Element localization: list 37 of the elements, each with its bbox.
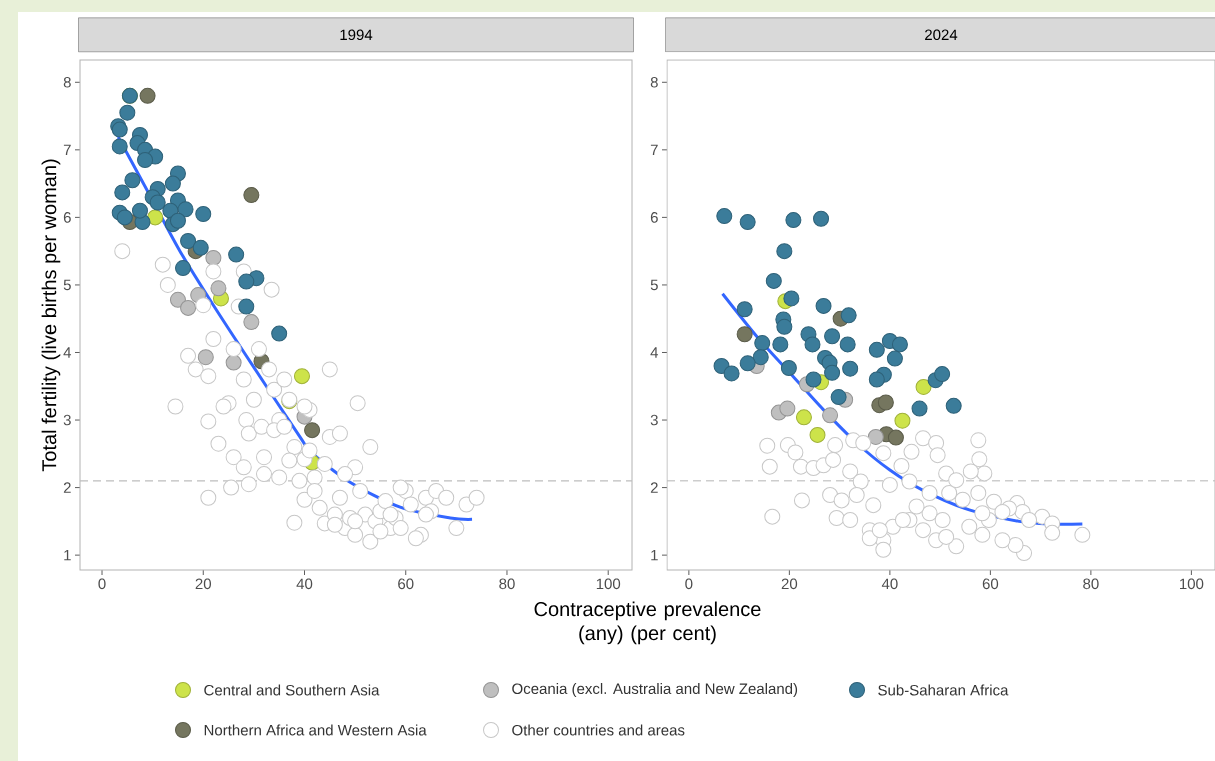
x-tick-label: 40 — [296, 578, 313, 590]
x-tick-label: 80 — [1083, 578, 1099, 590]
x-tick-label: 20 — [781, 578, 798, 590]
y-axis-title: Total fertility (live births per woman) — [41, 159, 61, 472]
legend-label: Sub-Saharan Africa — [878, 684, 1009, 696]
x-tick-label: 100 — [1180, 578, 1204, 590]
x-tick-label: 20 — [195, 578, 212, 590]
y-tick-label: 8 — [63, 76, 71, 88]
y-tick-label: 2 — [63, 482, 71, 493]
y-tick-label: 6 — [650, 212, 658, 223]
y-tick-label: 5 — [63, 279, 71, 291]
x-axis-title: Contraceptive prevalence (any) (per cent) — [534, 601, 761, 645]
y-tick-label: 7 — [650, 144, 658, 155]
x-tick-label: 40 — [881, 578, 898, 590]
x-tick-label: 100 — [596, 578, 621, 590]
chart-title: 2024 — [925, 29, 958, 41]
x-tick-label: 80 — [499, 578, 515, 590]
y-tick-label: 2 — [650, 482, 658, 493]
x-tick-label: 0 — [685, 578, 693, 590]
legend-label: Central and Southern Asia — [204, 684, 380, 696]
y-tick-label: 4 — [650, 347, 659, 358]
chart-title: 1994 — [340, 29, 373, 41]
legend-label: Oceania (excl. Australia and New Zealand) — [512, 683, 798, 697]
y-tick-label: 3 — [650, 414, 658, 426]
y-tick-label: 4 — [63, 347, 72, 358]
y-tick-label: 8 — [650, 76, 658, 88]
y-tick-label: 5 — [650, 279, 658, 291]
y-tick-label: 1 — [64, 549, 71, 561]
legend-label: Northern Africa and Western Asia — [204, 724, 427, 736]
y-tick-label: 6 — [63, 212, 71, 223]
legend-label: Other countries and areas — [512, 724, 685, 736]
y-tick-label: 1 — [651, 549, 658, 561]
y-tick-label: 3 — [63, 414, 71, 426]
x-tick-label: 60 — [398, 578, 414, 590]
y-tick-label: 7 — [63, 144, 71, 155]
x-tick-label: 0 — [98, 578, 106, 590]
x-tick-label: 60 — [982, 578, 999, 590]
